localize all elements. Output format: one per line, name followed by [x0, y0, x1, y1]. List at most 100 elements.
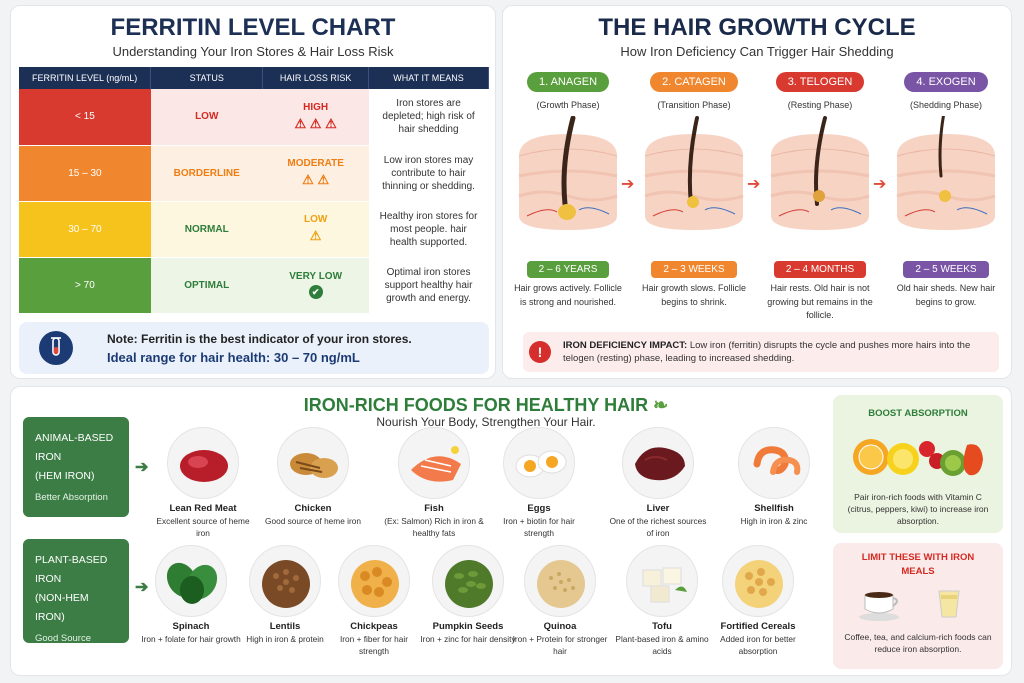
arrow-right-icon: ➔	[873, 176, 887, 193]
status-cell: NORMAL	[150, 201, 263, 258]
food-description: (Ex: Salmon) Rich in iron & healthy fats	[384, 516, 484, 538]
food-description: Excellent source of heme iron	[156, 516, 250, 538]
meaning-cell: Low iron stores may contribute to hair t…	[368, 145, 489, 202]
phase-duration-badge: 2 – 3 WEEKS	[639, 259, 749, 278]
level-cell: 15 – 30	[19, 145, 151, 202]
ferritin-panel: FERRITIN LEVEL CHART Understanding Your …	[10, 5, 496, 379]
check-icon: ✔	[308, 285, 323, 299]
steak-icon	[167, 427, 239, 499]
food-name: Quinoa	[543, 621, 577, 632]
limit-iron-box: LIMIT THESE WITH IRON MEALS Coffee, tea,…	[833, 543, 1003, 669]
ferritin-note: Note: Ferritin is the best indicator of …	[19, 322, 489, 374]
hair-follicle-icon	[639, 116, 749, 236]
risk-cell: HIGH ⚠ ⚠ ⚠	[262, 89, 369, 146]
warning-icon: ⚠ ⚠ ⚠	[294, 115, 337, 131]
phase-duration: 2 – 5 WEEKS	[903, 261, 989, 278]
food-name: Eggs	[527, 503, 551, 514]
phase-label: 4. EXOGEN	[904, 72, 988, 92]
foods-title: IRON-RICH FOODS FOR HEALTHY HAIR ❧	[251, 395, 721, 416]
ferritin-table: FERRITIN LEVEL (ng/mL) STATUS HAIR LOSS …	[19, 67, 489, 314]
lentils-icon	[249, 545, 321, 617]
meaning-cell: Optimal iron stores support healthy hair…	[368, 257, 489, 314]
risk-label: LOW	[303, 214, 328, 225]
food-name: Liver	[646, 503, 670, 514]
arrow-right-icon: ➔	[135, 459, 149, 476]
header-meaning: WHAT IT MEANS	[368, 67, 489, 89]
cereal-icon	[722, 545, 794, 617]
phase-header: 2. CATAGEN (Transition Phase)	[639, 72, 749, 110]
food-description: Iron + folate for hair growth	[141, 634, 241, 644]
hair-follicle-icon	[513, 115, 623, 236]
header-risk: HAIR LOSS RISK	[262, 67, 370, 89]
risk-label: HIGH	[303, 101, 329, 113]
phase-sublabel: (Transition Phase)	[657, 100, 731, 110]
food-name: Spinach	[172, 621, 210, 632]
plant-note: Good Source	[35, 633, 91, 644]
arrow-right-icon: ➔	[621, 176, 635, 193]
food-name: Chickpeas	[350, 621, 398, 632]
meaning-cell: Healthy iron stores for most people. hai…	[368, 201, 489, 258]
level-cell: > 70	[19, 257, 151, 314]
phase-description: Old hair sheds. New hair begins to grow.	[896, 283, 996, 307]
header-status: STATUS	[150, 67, 264, 89]
salmon-icon	[398, 427, 470, 499]
note-line-2: Ideal range for hair health: 30 – 70 ng/…	[107, 350, 360, 365]
chickpeas-icon	[338, 545, 410, 617]
pumpkin-seeds-icon	[432, 545, 504, 617]
ferritin-row: > 70 OPTIMAL VERY LOW ✔ Optimal iron stor…	[19, 257, 489, 314]
plant-label-1: PLANT-BASED	[35, 554, 108, 566]
citrus-fruits-icon	[847, 431, 989, 481]
risk-cell: LOW ⚠	[262, 201, 369, 258]
risk-label: MODERATE	[287, 158, 344, 169]
meaning-cell: Iron stores are depleted; high risk of h…	[368, 89, 489, 146]
food-item: Pumpkin Seeds Iron + zinc for hair densi…	[418, 545, 518, 646]
food-name: Shellfish	[754, 503, 794, 514]
chicken-icon	[277, 427, 349, 499]
warning-icon: ⚠ ⚠	[302, 172, 330, 187]
food-item: Spinach Iron + folate for hair growth	[141, 545, 241, 646]
risk-label: VERY LOW	[289, 271, 343, 282]
food-name: Lean Red Meat	[169, 503, 237, 514]
status-cell: LOW	[150, 89, 263, 146]
ferritin-row: 30 – 70 NORMAL LOW ⚠ Healthy iron stores …	[19, 201, 489, 258]
phase-label: 2. CATAGEN	[650, 72, 738, 92]
phase-header: 3. TELOGEN (Resting Phase)	[765, 72, 875, 110]
animal-label-2: IRON	[35, 451, 62, 463]
food-item: Lentils High in iron & protein	[235, 545, 335, 646]
test-tube-icon	[39, 331, 73, 365]
food-description: One of the richest sources of iron	[609, 516, 707, 538]
boost-title: BOOST ABSORPTION	[868, 408, 968, 419]
food-item: Liver One of the richest sources of iron	[608, 427, 708, 539]
food-item: Chicken Good source of heme iron	[263, 427, 363, 528]
phase-description: Hair grows actively. Follicle is strong …	[514, 283, 622, 307]
food-item: Eggs Iron + biotin for hair strength	[489, 427, 589, 539]
food-description: Plant-based iron & amino acids	[615, 634, 709, 656]
plant-label-3: (NON-HEM IRON)	[35, 592, 89, 623]
food-description: Iron + zinc for hair density	[420, 634, 516, 644]
tofu-icon	[626, 545, 698, 617]
phase-duration-badge: 2 – 6 YEARS	[513, 259, 623, 278]
food-item: Tofu Plant-based iron & amino acids	[612, 545, 712, 657]
iron-impact-note: ! IRON DEFICIENCY IMPACT: Low iron (ferr…	[523, 332, 999, 372]
animal-note: Better Absorption	[35, 492, 108, 503]
phase-header: 1. ANAGEN (Growth Phase)	[513, 72, 623, 110]
risk-cell: MODERATE ⚠ ⚠	[262, 145, 369, 202]
quinoa-icon	[524, 545, 596, 617]
animal-iron-category: ANIMAL-BASED IRON (HEM IRON) Better Abso…	[23, 417, 129, 517]
coffee-tea-icon	[857, 583, 981, 623]
note-line-1: Note: Ferritin is the best indicator of …	[107, 332, 412, 346]
boost-text: Pair iron-rich foods with Vitamin C (cit…	[847, 492, 989, 526]
food-description: Iron + fiber for hair strength	[339, 634, 409, 656]
iron-foods-panel: IRON-RICH FOODS FOR HEALTHY HAIR ❧ Nouri…	[10, 386, 1012, 676]
food-item: Lean Red Meat Excellent source of heme i…	[153, 427, 253, 539]
food-description: Added iron for better absorption	[720, 634, 796, 656]
food-description: Good source of heme iron	[265, 516, 361, 526]
liver-icon	[622, 427, 694, 499]
food-name: Fortified Cereals	[720, 621, 796, 632]
food-name: Chicken	[294, 503, 332, 514]
phase-sublabel: (Resting Phase)	[787, 100, 853, 110]
foods-title-text: IRON-RICH FOODS FOR HEALTHY HAIR	[303, 395, 649, 415]
phase-sublabel: (Shedding Phase)	[909, 100, 983, 110]
food-name: Pumpkin Seeds	[432, 621, 504, 632]
risk-cell: VERY LOW ✔	[262, 257, 369, 314]
